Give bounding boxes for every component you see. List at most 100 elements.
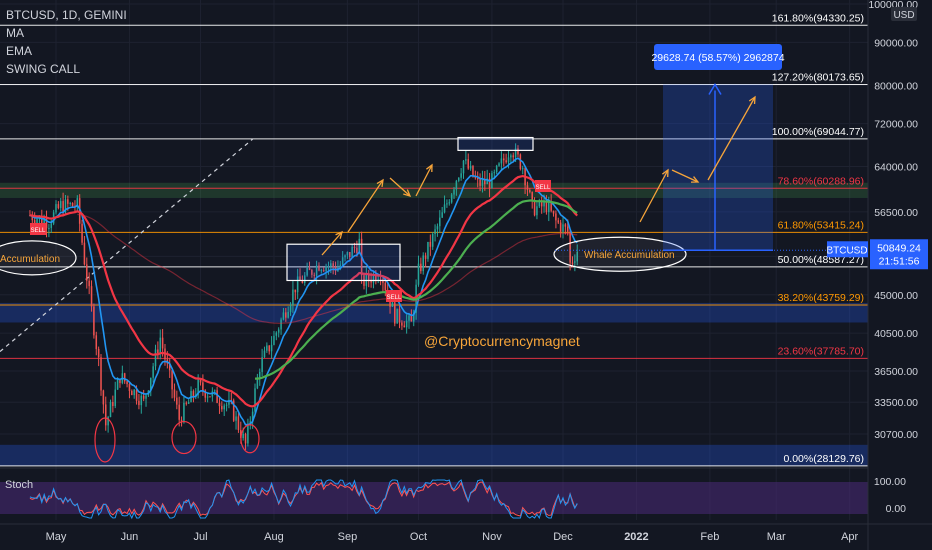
candle-body: [517, 148, 519, 155]
candle-body: [43, 219, 45, 224]
time-label: Jun: [121, 531, 139, 543]
candle-body: [242, 433, 244, 439]
candle-body: [476, 177, 479, 180]
price-tick: 100000.00: [868, 0, 918, 11]
candle-body: [401, 322, 403, 326]
candle-body: [349, 252, 351, 257]
candle-body: [351, 246, 353, 257]
whale-accumulation-ellipse-right: [553, 236, 687, 272]
candle-body: [76, 198, 79, 207]
fib-retracement[interactable]: 161.80%(94330.25) 127.20%(80173.65) 100.00…: [0, 12, 868, 467]
time-label: Nov: [482, 531, 502, 543]
candle-body: [505, 160, 507, 163]
bottom-ellipse: [94, 417, 116, 463]
candle-body: [465, 159, 467, 161]
indicator-swing-call[interactable]: SWING CALL: [6, 62, 81, 76]
price-tick: 40500.00: [874, 328, 918, 340]
candle-body: [55, 204, 57, 213]
indicator-ma[interactable]: MA: [6, 26, 24, 40]
swing-arrowhead: [335, 230, 343, 239]
price-tick: 80000.00: [874, 80, 918, 92]
candle-body: [306, 267, 308, 276]
candle-body: [268, 345, 270, 352]
candle-body: [171, 370, 173, 390]
candle-body: [394, 302, 396, 324]
candle-body: [192, 391, 195, 397]
candle-body: [500, 158, 503, 164]
price-tick: 56500.00: [874, 207, 918, 219]
candle-body: [427, 241, 429, 259]
candle-body: [119, 378, 121, 383]
ma-long-line: [77, 213, 578, 324]
candle-body: [417, 263, 420, 285]
time-label: Oct: [410, 531, 427, 543]
candle-body: [69, 203, 71, 205]
candle-body: [315, 265, 318, 276]
sell-tag: [386, 290, 402, 302]
candle-body: [424, 255, 427, 259]
whale-label-left: Accumulation: [0, 254, 60, 265]
sell-tag: [30, 223, 46, 235]
candle-body: [450, 194, 453, 203]
candle-body: [294, 289, 297, 293]
drawings[interactable]: Accumulation Whale Accumulation 29628.74 (…: [0, 44, 785, 463]
candle-body: [526, 185, 529, 190]
candle-body: [292, 289, 294, 305]
candle-body: [420, 263, 422, 272]
candle-body: [145, 395, 147, 399]
candle-body: [131, 390, 133, 396]
price-tick: 72000.00: [874, 119, 918, 131]
candle-body: [183, 402, 185, 423]
candle-body: [396, 308, 398, 324]
stoch-pane: Stoch: [0, 467, 868, 520]
candle-body: [237, 416, 240, 430]
candle-body: [90, 286, 93, 307]
candle-body: [41, 215, 43, 224]
stoch-k-line: [29, 479, 578, 520]
candle-body: [128, 384, 131, 391]
candle-body: [180, 419, 183, 423]
consolidation-box: [286, 243, 401, 282]
candle-body: [457, 177, 460, 181]
trend-diagonal: [0, 138, 254, 353]
candle-body: [168, 363, 171, 371]
chart-legend: BTCUSD, 1D, GEMINI MA EMA SWING CALL: [6, 6, 127, 78]
candles: [29, 143, 578, 450]
candle-body: [261, 357, 263, 372]
candle-body: [216, 390, 218, 403]
candle-body: [285, 312, 287, 318]
swing-arrowhead: [376, 178, 384, 188]
swing-arrow: [321, 231, 343, 256]
candle-body: [391, 302, 394, 307]
measure-label: 29628.74 (58.57%) 2962874: [651, 52, 784, 64]
candle-body: [495, 165, 498, 173]
candle-body: [221, 406, 223, 410]
candle-body: [50, 223, 53, 228]
candle-body: [225, 404, 228, 406]
measure-label-box: [654, 44, 782, 70]
highlight-bands: [0, 182, 868, 466]
symbol-tag-box: [827, 241, 868, 258]
stoch-tick: 0.00: [886, 503, 907, 515]
fib-label: 38.20%(43759.29): [778, 292, 864, 304]
candle-body: [507, 157, 510, 163]
candle-body: [178, 404, 180, 420]
candle-body: [149, 377, 152, 391]
time-label: Jul: [193, 531, 207, 543]
candle-body: [223, 405, 225, 410]
candle-body: [439, 217, 441, 227]
candle-body: [446, 203, 448, 205]
symbol-title[interactable]: BTCUSD, 1D, GEMINI: [6, 8, 127, 22]
candle-body: [339, 264, 342, 269]
candle-body: [531, 192, 533, 202]
candle-body: [159, 337, 162, 354]
candle-body: [100, 357, 102, 391]
candle-body: [325, 266, 327, 272]
indicator-ema[interactable]: EMA: [6, 44, 33, 58]
candle-body: [353, 246, 356, 248]
candle-body: [536, 206, 538, 216]
swing-arrowhead: [690, 176, 700, 183]
grid: [0, 0, 868, 520]
